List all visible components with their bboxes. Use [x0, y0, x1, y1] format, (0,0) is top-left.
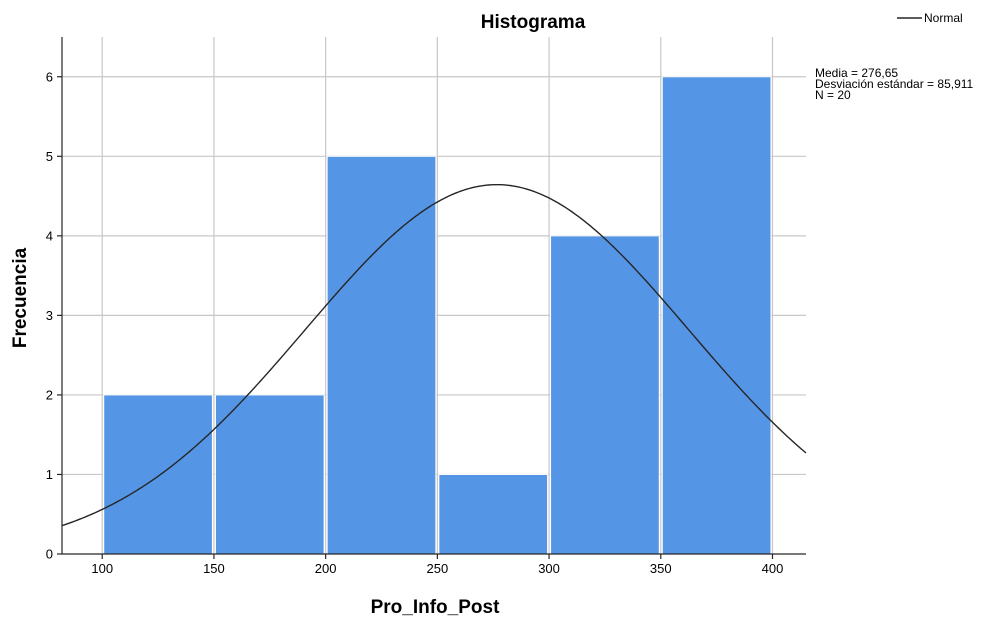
axes	[57, 37, 806, 559]
histogram-bar	[103, 394, 213, 555]
y-tick-label: 4	[46, 228, 53, 243]
x-tick-label: 200	[315, 561, 337, 576]
y-tick-label: 1	[46, 467, 53, 482]
histogram-bars	[103, 76, 772, 555]
x-tick-label: 250	[426, 561, 448, 576]
histogram-bar	[214, 394, 325, 555]
y-tick-labels: 0 1 2 3 4 5 6	[46, 69, 53, 561]
histogram-bar	[438, 473, 549, 555]
chart-title: Histograma	[481, 12, 586, 33]
x-tick-labels: 100 150 200 250 300 350 400	[91, 561, 783, 576]
x-axis-title: Pro_Info_Post	[371, 597, 500, 618]
y-tick-label: 2	[46, 387, 53, 402]
histogram-bar	[661, 76, 772, 555]
normal-curve	[61, 183, 807, 527]
x-tick-label: 100	[91, 561, 113, 576]
y-tick-label: 3	[46, 308, 53, 323]
histogram-bar	[326, 155, 437, 555]
y-tick-label: 0	[46, 547, 53, 562]
stat-line: N = 20	[815, 88, 851, 102]
stat-line: Desviación estándar = 85,911	[815, 77, 974, 91]
x-tick-label: 400	[762, 561, 784, 576]
y-tick-label: 6	[46, 69, 53, 84]
histogram-bar	[550, 235, 660, 555]
legend-normal-label: Normal	[924, 11, 963, 25]
x-tick-label: 350	[650, 561, 672, 576]
y-axis-title: Frecuencia	[10, 247, 31, 348]
x-tick-label: 150	[203, 561, 225, 576]
legend: Normal	[897, 11, 963, 25]
y-tick-label: 5	[46, 149, 53, 164]
stat-line: Media = 276,65	[815, 66, 898, 80]
x-tick-label: 300	[538, 561, 560, 576]
